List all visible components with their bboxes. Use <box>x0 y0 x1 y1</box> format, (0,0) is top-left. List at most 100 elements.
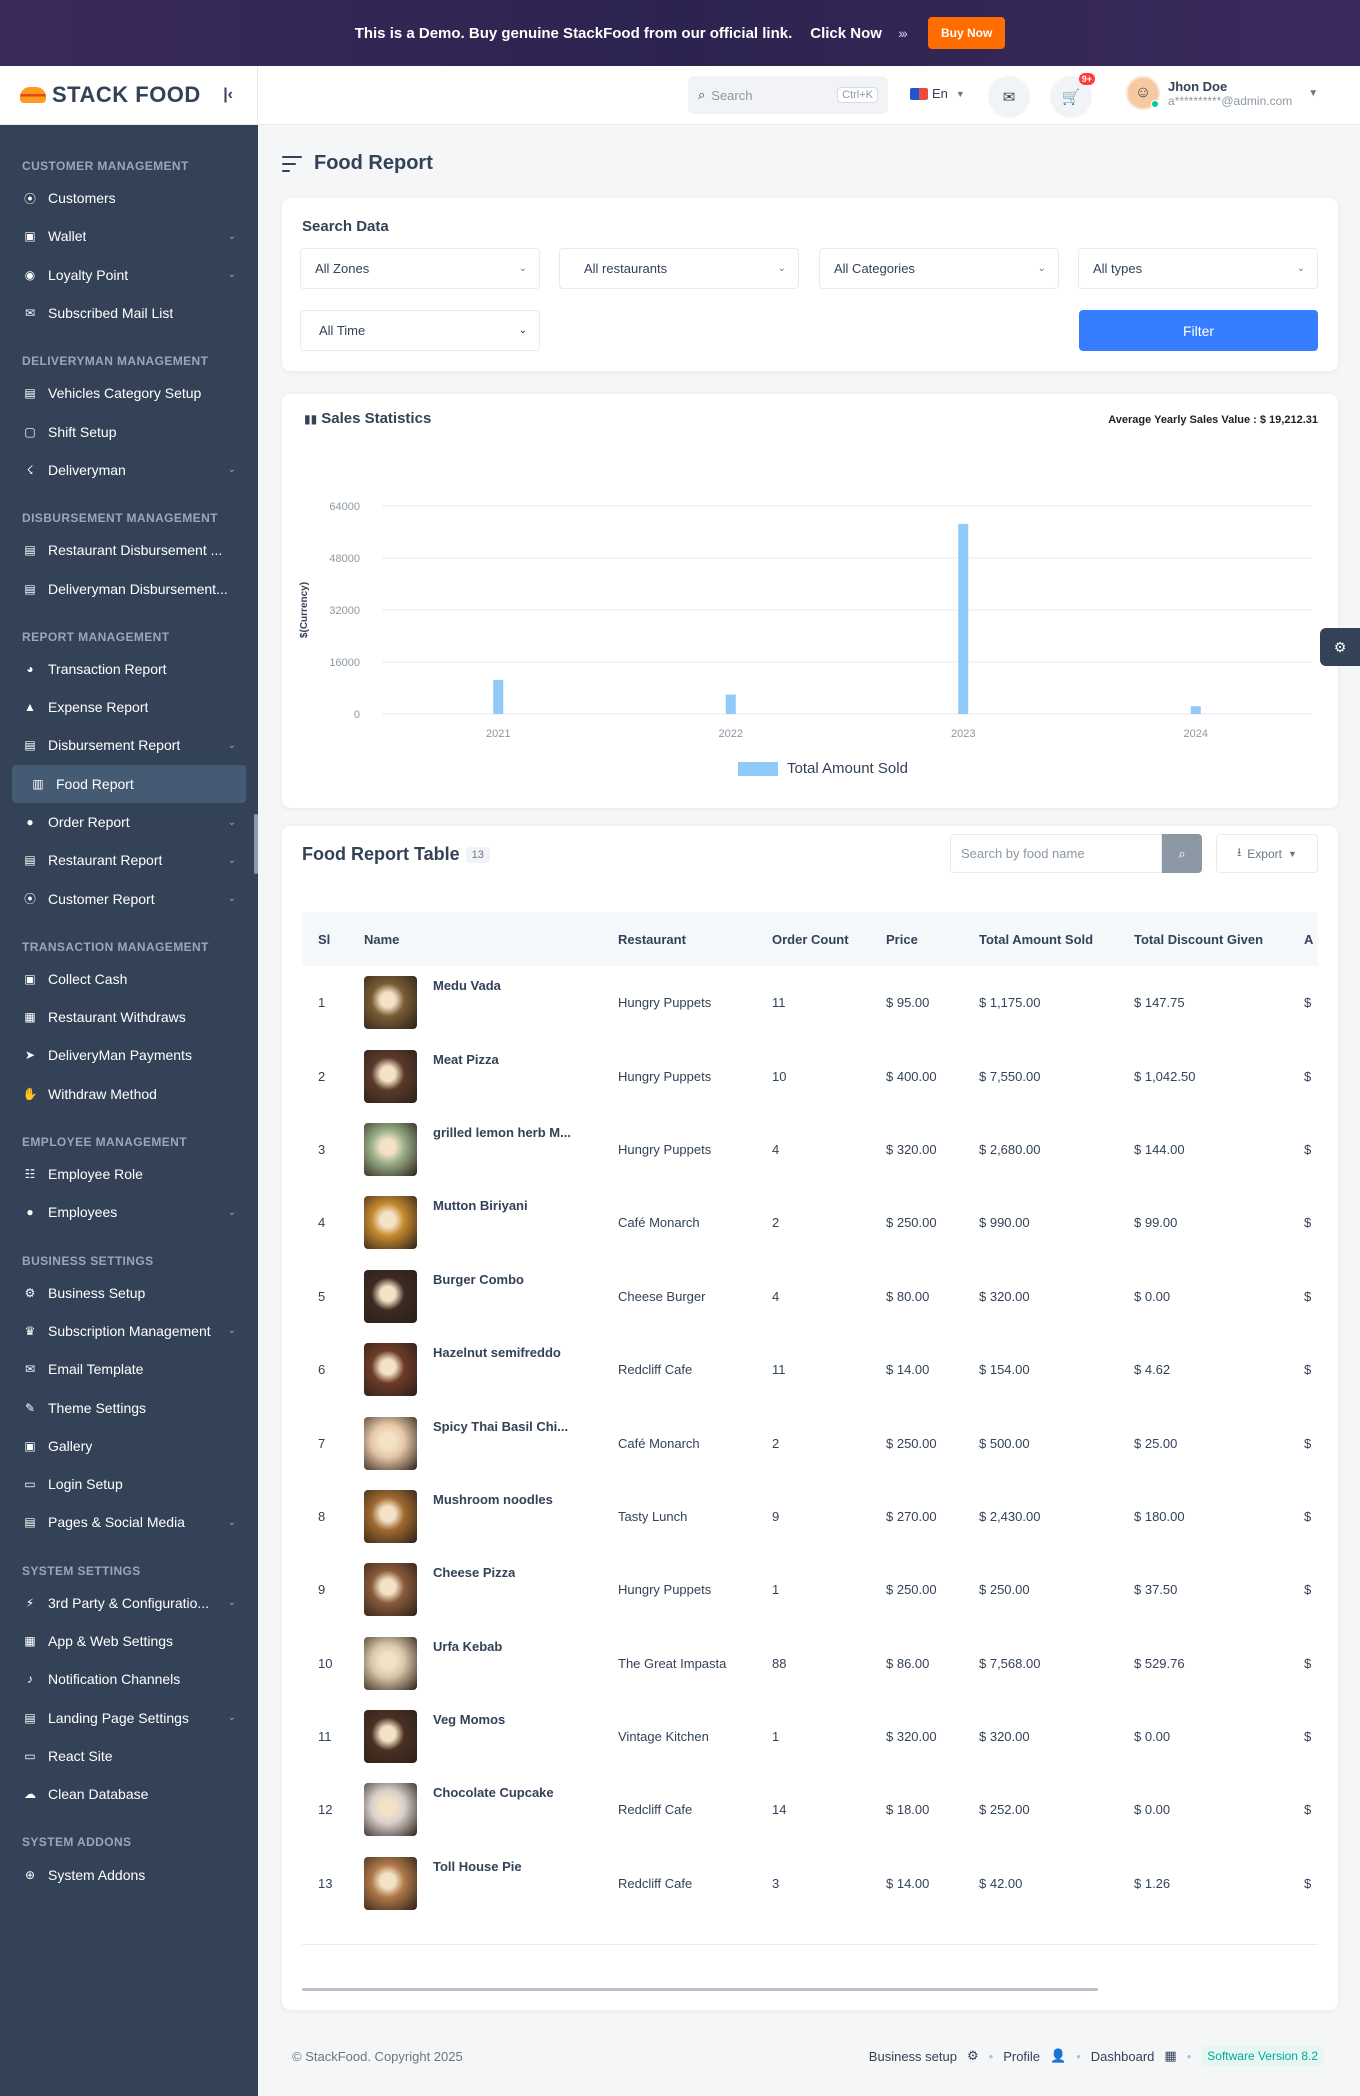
sidebar-item[interactable]: ▤ Restaurant Report ⌄ <box>0 841 258 879</box>
food-name-cell[interactable]: grilled lemon herb M... <box>348 1113 602 1186</box>
sidebar-item[interactable]: ☁ Clean Database <box>0 1775 258 1813</box>
sidebar-item[interactable]: ▤ Landing Page Settings ⌄ <box>0 1699 258 1737</box>
food-name[interactable]: Urfa Kebab <box>433 1638 503 1654</box>
sidebar-item[interactable]: ▣ Gallery <box>0 1427 258 1465</box>
food-thumbnail[interactable] <box>364 1049 417 1103</box>
food-name[interactable]: Veg Momos <box>433 1712 506 1728</box>
sidebar-item[interactable]: ☷ Employee Role <box>0 1155 258 1193</box>
food-thumbnail[interactable] <box>364 1343 417 1397</box>
sidebar-item[interactable]: ▤ Pages & Social Media ⌄ <box>0 1503 258 1541</box>
sidebar-item[interactable]: ♪ Notification Channels <box>0 1660 258 1698</box>
sidebar-item[interactable]: ▣ Wallet ⌄ <box>0 217 258 255</box>
sidebar-item[interactable]: ⊕ System Addons <box>0 1855 258 1893</box>
food-thumbnail[interactable] <box>364 1563 417 1617</box>
food-name-cell[interactable]: Veg Momos <box>348 1700 602 1773</box>
food-name[interactable]: Hazelnut semifreddo <box>433 1345 561 1361</box>
brand-logo[interactable]: STACK FOOD <box>52 82 201 107</box>
food-name-cell[interactable]: Medu Vada <box>348 966 602 1039</box>
sidebar-item[interactable]: ▤ Vehicles Category Setup <box>0 374 258 412</box>
collapse-sidebar-icon[interactable]: |‹ <box>223 86 233 103</box>
food-name[interactable]: Medu Vada <box>433 978 501 994</box>
sidebar-item[interactable]: ➤ DeliveryMan Payments <box>0 1036 258 1074</box>
sidebar-item[interactable]: ⚡ 3rd Party & Configuratio... ⌄ <box>0 1584 258 1622</box>
food-thumbnail[interactable] <box>364 1856 417 1910</box>
food-thumbnail[interactable] <box>364 1269 417 1323</box>
food-search-input[interactable]: Search by food name <box>950 834 1162 873</box>
food-name[interactable]: grilled lemon herb M... <box>433 1124 571 1140</box>
sidebar-item[interactable]: ◕ Transaction Report <box>0 650 258 688</box>
restaurant-select[interactable]: All restaurants ⌄ <box>559 248 799 289</box>
food-name[interactable]: Mushroom noodles <box>433 1491 553 1507</box>
food-name-cell[interactable]: Chocolate Cupcake <box>348 1773 602 1846</box>
filter-button[interactable]: Filter <box>1079 310 1318 351</box>
sidebar-item[interactable]: ▭ Login Setup <box>0 1465 258 1503</box>
cart-button[interactable]: 🛒 9+ <box>1050 73 1095 118</box>
export-button[interactable]: ⭳ Export ▼ <box>1216 834 1318 873</box>
click-now-link[interactable]: Click Now <box>810 24 882 42</box>
food-name[interactable]: Mutton Biriyani <box>433 1198 528 1214</box>
sidebar-item[interactable]: ● Employees ⌄ <box>0 1193 258 1231</box>
user-menu[interactable]: ☺ Jhon Doe a**********@admin.com ▼ <box>1126 76 1318 110</box>
sidebar-item[interactable]: ▢ Shift Setup <box>0 412 258 450</box>
food-name[interactable]: Meat Pizza <box>433 1051 499 1067</box>
sidebar-item[interactable]: ⦿ Customer Report ⌄ <box>0 879 258 917</box>
food-thumbnail[interactable] <box>364 1196 417 1250</box>
sidebar-item[interactable]: ✎ Theme Settings <box>0 1388 258 1426</box>
global-search-input[interactable]: ⌕ Search Ctrl+K <box>688 76 888 114</box>
food-name-cell[interactable]: Meat Pizza <box>348 1039 602 1112</box>
search-icon: ⌕ <box>1178 845 1186 861</box>
settings-float-button[interactable]: ⚙ <box>1320 628 1360 666</box>
food-name-cell[interactable]: Cheese Pizza <box>348 1553 602 1626</box>
sidebar-item[interactable]: ⦿ Customers <box>0 179 258 217</box>
sidebar-item[interactable]: ▤ Deliveryman Disbursement... <box>0 569 258 607</box>
food-name-cell[interactable]: Spicy Thai Basil Chi... <box>348 1406 602 1479</box>
food-name-cell[interactable]: Mushroom noodles <box>348 1480 602 1553</box>
zone-select[interactable]: All Zones ⌄ <box>300 248 540 289</box>
sidebar-item[interactable]: ✉ Subscribed Mail List <box>0 294 258 332</box>
food-name[interactable]: Spicy Thai Basil Chi... <box>433 1418 569 1434</box>
sidebar-item[interactable]: ▥ Food Report <box>12 764 246 803</box>
business-setup-link[interactable]: Business setup <box>868 2048 957 2064</box>
sidebar-item[interactable]: ▣ Collect Cash <box>0 960 258 998</box>
food-name-cell[interactable]: Burger Combo <box>348 1260 602 1333</box>
sidebar-item[interactable]: ✋ Withdraw Method <box>0 1075 258 1113</box>
sidebar-item[interactable]: ◉ Loyalty Point ⌄ <box>0 256 258 294</box>
sidebar-item[interactable]: ▭ React Site <box>0 1737 258 1775</box>
sidebar-item[interactable]: ▤ Disbursement Report ⌄ <box>0 726 258 764</box>
food-name-cell[interactable]: Urfa Kebab <box>348 1627 602 1700</box>
messages-button[interactable]: ✉ <box>988 76 1030 118</box>
buy-now-button[interactable]: Buy Now <box>927 17 1006 49</box>
profile-link[interactable]: Profile <box>1003 2048 1041 2064</box>
sidebar-item[interactable]: ⚙ Business Setup <box>0 1274 258 1312</box>
sidebar-scrollbar[interactable] <box>254 814 258 874</box>
food-thumbnail[interactable] <box>364 1710 417 1764</box>
food-name-cell[interactable]: Toll House Pie <box>348 1847 602 1920</box>
food-name[interactable]: Burger Combo <box>433 1271 524 1287</box>
type-select[interactable]: All types ⌄ <box>1078 248 1318 289</box>
food-name[interactable]: Chocolate Cupcake <box>433 1785 554 1801</box>
food-thumbnail[interactable] <box>364 1636 417 1690</box>
sidebar-item[interactable]: ● Order Report ⌄ <box>0 803 258 841</box>
sidebar-item[interactable]: ☇ Deliveryman ⌄ <box>0 451 258 489</box>
food-name-cell[interactable]: Hazelnut semifreddo <box>348 1333 602 1406</box>
sidebar-item[interactable]: ▦ Restaurant Withdraws <box>0 998 258 1036</box>
dashboard-link[interactable]: Dashboard <box>1090 2048 1155 2064</box>
sidebar-item[interactable]: ♛ Subscription Management ⌄ <box>0 1312 258 1350</box>
horizontal-scrollbar[interactable] <box>302 1988 1098 1991</box>
food-thumbnail[interactable] <box>364 1489 417 1543</box>
food-search-button[interactable]: ⌕ <box>1162 834 1202 873</box>
time-select[interactable]: All Time ⌄ <box>300 310 540 351</box>
sidebar-item[interactable]: ▦ App & Web Settings <box>0 1622 258 1660</box>
food-name[interactable]: Toll House Pie <box>433 1858 522 1874</box>
food-thumbnail[interactable] <box>364 1783 417 1837</box>
food-thumbnail[interactable] <box>364 1122 417 1176</box>
category-select[interactable]: All Categories ⌄ <box>819 248 1059 289</box>
food-thumbnail[interactable] <box>364 976 417 1030</box>
language-select[interactable]: En ▼ <box>910 86 965 101</box>
food-name[interactable]: Cheese Pizza <box>433 1565 516 1581</box>
food-name-cell[interactable]: Mutton Biriyani <box>348 1186 602 1259</box>
sidebar-item[interactable]: ▤ Restaurant Disbursement ... <box>0 531 258 569</box>
sidebar-item[interactable]: ✉ Email Template <box>0 1350 258 1388</box>
sidebar-item[interactable]: ▲ Expense Report <box>0 688 258 726</box>
food-thumbnail[interactable] <box>364 1416 417 1470</box>
